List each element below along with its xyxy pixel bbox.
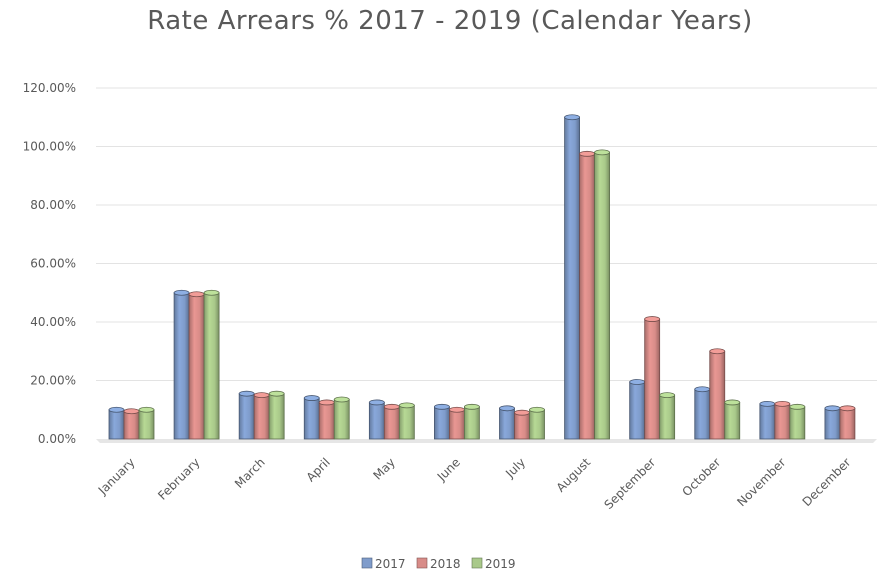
bar-2019-january: [138, 406, 155, 440]
bar-2017-december: [824, 405, 841, 440]
bar-2019-may: [398, 402, 415, 440]
bar-2019-march: [268, 390, 285, 440]
bar-2018-november: [774, 400, 791, 440]
bar-2018-august: [579, 150, 595, 440]
legend-label-2018: 2018: [430, 557, 461, 571]
bar-2017-march: [238, 390, 255, 440]
x-tick-label: August: [554, 455, 594, 495]
bar-2018-january: [123, 408, 140, 440]
bar-2018-june: [449, 406, 465, 440]
bar-2018-february: [188, 291, 205, 440]
bar-2019-july: [529, 406, 545, 440]
legend-label-2017: 2017: [375, 557, 406, 571]
bar-2018-march: [253, 392, 270, 440]
bar-2019-september: [659, 392, 676, 440]
x-tick-label: October: [680, 455, 724, 499]
bar-2018-may: [383, 403, 400, 440]
bar-2018-december: [839, 405, 856, 440]
x-tick-label: December: [800, 455, 854, 509]
legend-label-2019: 2019: [485, 557, 516, 571]
legend-swatch-2017: [361, 557, 373, 569]
bar-2018-september: [644, 316, 661, 440]
chart-floor: [96, 439, 877, 443]
bar-2018-october: [709, 348, 726, 440]
bar-2017-april: [303, 395, 320, 440]
x-tick-label: January: [95, 455, 138, 498]
bar-2019-october: [724, 399, 741, 440]
x-tick-label: May: [371, 455, 398, 482]
chart-title: Rate Arrears % 2017 - 2019 (Calendar Yea…: [147, 6, 753, 36]
bar-2019-april: [333, 396, 350, 440]
y-tick-label: 120.00%: [23, 81, 76, 95]
bar-2017-september: [629, 379, 646, 440]
x-tick-label: June: [434, 455, 463, 484]
x-tick-label: March: [232, 455, 268, 491]
bar-2019-november: [789, 403, 806, 440]
y-tick-label: 60.00%: [30, 257, 76, 271]
bar-2017-june: [434, 403, 450, 440]
bar-2017-august: [564, 114, 580, 440]
bar-2019-june: [464, 403, 480, 440]
bar-2019-february: [203, 289, 220, 440]
legend-swatch-2019: [471, 557, 483, 569]
bar-2018-april: [318, 399, 335, 440]
bar-2017-february: [173, 289, 190, 440]
bar-2017-july: [499, 405, 515, 440]
bar-2018-july: [514, 409, 530, 440]
y-tick-label: 20.00%: [30, 374, 76, 388]
bar-2017-may: [368, 399, 385, 440]
y-tick-label: 40.00%: [30, 315, 76, 329]
bar-2017-november: [759, 400, 776, 440]
x-tick-label: September: [601, 455, 658, 512]
x-tick-label: February: [155, 455, 203, 503]
x-tick-label: April: [304, 455, 333, 484]
x-tick-label: July: [502, 455, 528, 481]
legend-swatch-2018: [416, 557, 428, 569]
bar-2019-august: [594, 149, 610, 440]
y-tick-label: 0.00%: [38, 432, 76, 446]
x-tick-label: November: [734, 455, 788, 509]
bar-2017-january: [108, 406, 125, 440]
bar-2017-october: [694, 386, 711, 440]
y-tick-label: 100.00%: [23, 140, 76, 154]
y-tick-label: 80.00%: [30, 198, 76, 212]
